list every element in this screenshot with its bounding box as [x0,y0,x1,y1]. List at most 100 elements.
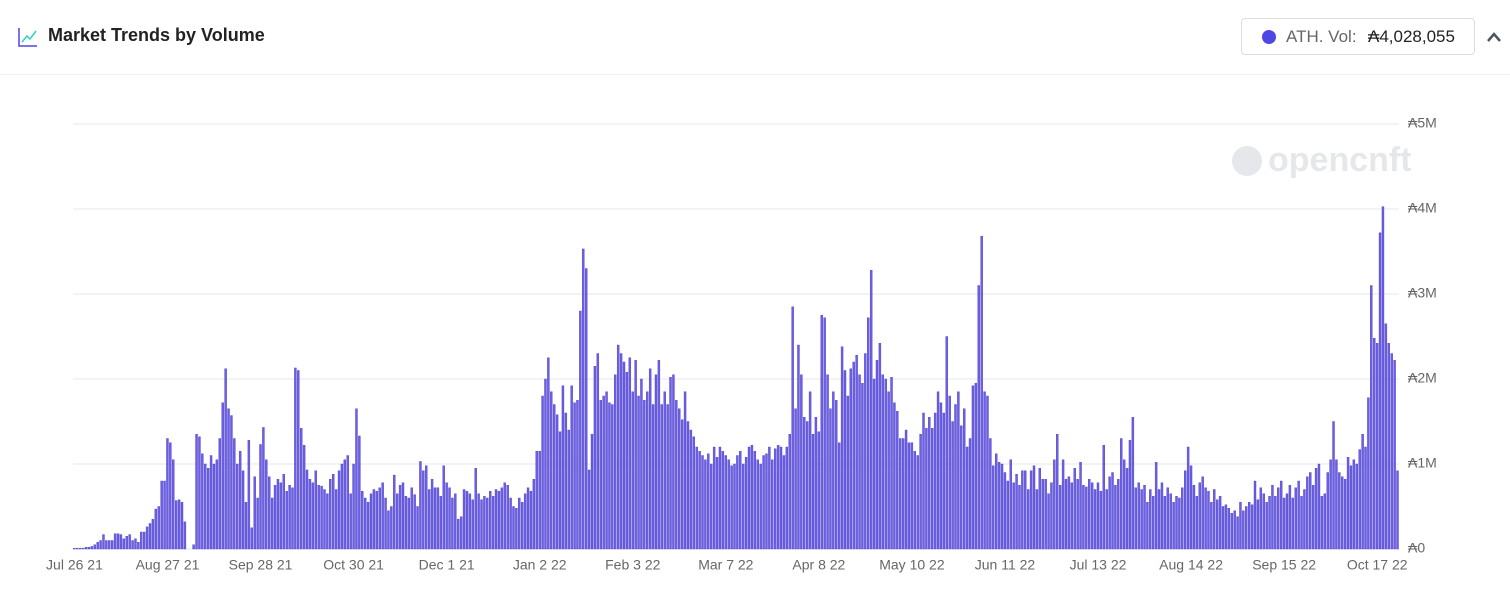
bar [79,547,82,550]
bar [1338,472,1341,550]
bar [366,502,370,550]
bar [451,497,454,550]
bar [1259,487,1263,550]
bar [622,361,626,550]
x-tick-label: Oct 30 21 [323,557,384,573]
bar [634,360,637,550]
bar [163,480,166,550]
bar [1207,491,1210,550]
bar [695,446,698,550]
bar [212,463,216,550]
bar [1213,489,1216,550]
bar [346,455,349,550]
bar [1233,510,1236,550]
bar [715,457,719,550]
bar [887,391,890,550]
x-tick-label: Jul 26 21 [46,557,103,573]
bar [93,544,96,550]
bar [1029,470,1033,550]
title: Market Trends by Volume [48,25,265,45]
bar [393,474,396,550]
bar [782,455,786,550]
bar [1073,468,1076,550]
bar [1099,491,1103,550]
bar [1373,338,1376,550]
bar [1093,489,1097,550]
bar [904,429,908,550]
bar [140,531,143,550]
bar [1175,496,1178,550]
bar [1178,497,1181,550]
x-tick-label: Aug 14 22 [1159,557,1223,573]
bar [1038,468,1042,550]
bar [305,469,309,550]
bar [951,421,954,550]
bar [1239,502,1242,550]
bar [372,489,376,550]
bar [288,485,291,550]
stat-label: ATH. Vol: [1286,27,1357,46]
bar [683,391,687,550]
bar [584,268,588,550]
bar [329,479,332,550]
bar [1082,485,1085,550]
bar [995,453,998,550]
bar [1105,489,1108,550]
bar [1393,360,1396,550]
bar [355,408,358,550]
bar [835,400,838,550]
bar [910,442,914,550]
bar [131,540,134,550]
bar [1143,485,1146,550]
bar [933,412,937,550]
bar [901,438,905,550]
bar [515,508,518,550]
bar [919,434,922,550]
bar [332,474,335,550]
bar [1070,482,1074,550]
bar [1236,516,1239,550]
bar [381,482,384,550]
bar [750,445,754,550]
bar [518,497,521,550]
bar [250,527,253,550]
bar [1242,510,1245,550]
bar [480,499,483,550]
bar [503,482,506,550]
bar [931,428,934,550]
bar [707,453,710,550]
bar [142,531,146,550]
bar [506,485,509,550]
bar [710,463,713,550]
bar [582,248,585,550]
bar [872,378,876,550]
bar [1160,482,1164,550]
x-tick-label: Aug 27 21 [136,557,200,573]
bar [1277,487,1280,550]
bar [762,455,765,550]
bar [145,526,149,550]
bar [1163,496,1167,550]
bar [1047,493,1050,550]
bar [637,395,640,550]
bar [1018,485,1021,550]
bar [326,493,329,550]
bar [1041,479,1044,550]
bar [1265,502,1268,550]
bar [771,459,774,550]
bar [459,516,463,550]
bar [1067,476,1071,550]
bar [736,455,739,550]
bar [1003,472,1007,550]
bar [494,489,498,550]
collapse-button[interactable] [1485,30,1503,44]
bar [425,465,428,550]
bar [1053,459,1056,550]
watermark: opencnft [1268,141,1412,179]
bar [1056,434,1059,550]
bar [1154,462,1158,550]
bar [483,496,486,550]
bar [669,377,672,550]
x-tick-label: Sep 28 21 [229,557,293,573]
x-tick-label: May 10 22 [879,557,945,573]
